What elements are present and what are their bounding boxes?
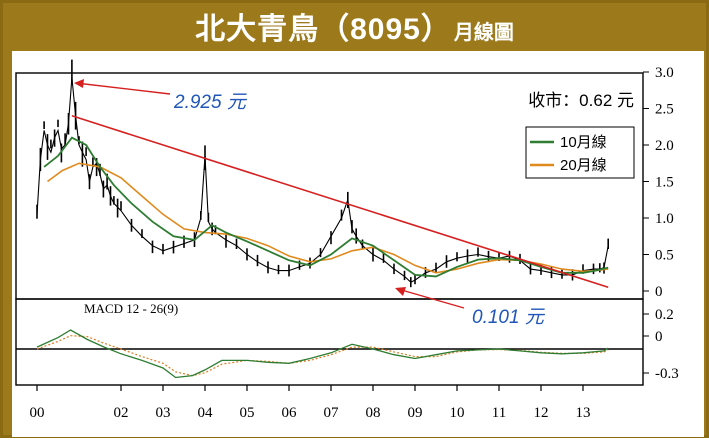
x-tick-label: 06 [282,405,298,421]
x-tick-label: 00 [30,405,45,421]
legend: 10月線 20月線 [525,126,635,179]
low-annotation: 0.101 元 [395,287,546,328]
y-tick-label: 2.0 [655,138,674,154]
macd-line [36,329,609,379]
x-tick-label: 13 [576,405,591,421]
price-series-group [36,59,610,289]
y-tick-label: 1.5 [655,175,674,191]
macd-series-group [36,329,609,379]
x-tick-label: 08 [366,405,381,421]
macd-y-tick-label: 0.2 [655,307,674,323]
y-tick-label: 0.5 [655,248,674,264]
x-tick-label: 10 [450,405,465,421]
x-tick-label: 12 [534,405,549,421]
chart-title: 北大青鳥（8095） [195,13,452,46]
legend-label-ma20: 20月線 [560,157,607,174]
tick-group: 0 0.5 1.0 1.5 2.0 2.5 3.0 0.2 0 -0.3 00 02 03 04 05 06 0… [30,65,679,421]
x-tick-label: 09 [408,405,423,421]
y-tick-label: 1.0 [655,211,674,227]
x-tick-label: 02 [114,405,129,421]
y-tick-label: 3.0 [655,65,674,81]
title-bar: 北大青鳥（8095） 月線圖 [3,3,706,49]
chart-title-suffix: 月線圖 [453,21,514,44]
trendline [71,115,609,289]
price-line [36,77,609,283]
x-tick-label: 05 [240,405,255,421]
macd-y-tick-label: 0 [655,329,663,345]
low-arrow [397,288,465,309]
macd-plot-border [15,298,644,386]
low-arrowhead [395,287,406,296]
x-tick-label: 07 [324,405,340,421]
ma10-line [43,136,609,278]
high-annotation: 2.925 元 [74,79,248,113]
macd-title: MACD 12 - 26(9) [84,301,178,316]
high-arrow [75,82,171,95]
price-chart: 0 0.5 1.0 1.5 2.0 2.5 3.0 0.2 0 -0.3 00 02 03 04 05 06 0… [15,59,679,421]
x-tick-label: 04 [198,405,214,421]
y-tick-label: 2.5 [655,102,674,118]
macd-y-tick-label: -0.3 [655,366,679,382]
high-arrowhead [74,79,84,88]
legend-box [525,126,635,179]
macd-signal-line [36,335,609,377]
x-tick-label: 03 [156,405,171,421]
high-price-label: 2.925 元 [173,92,248,113]
low-price-label: 0.101 元 [472,307,546,328]
x-tick-label: 11 [492,405,506,421]
legend-label-ma10: 10月線 [560,134,607,151]
y-tick-label: 0 [655,284,663,300]
chart-panel: 0 0.5 1.0 1.5 2.0 2.5 3.0 0.2 0 -0.3 00 02 03 04 05 06 0… [12,51,704,437]
close-price-label: 收市：0.62 元 [528,91,634,110]
axes-group [15,72,644,386]
